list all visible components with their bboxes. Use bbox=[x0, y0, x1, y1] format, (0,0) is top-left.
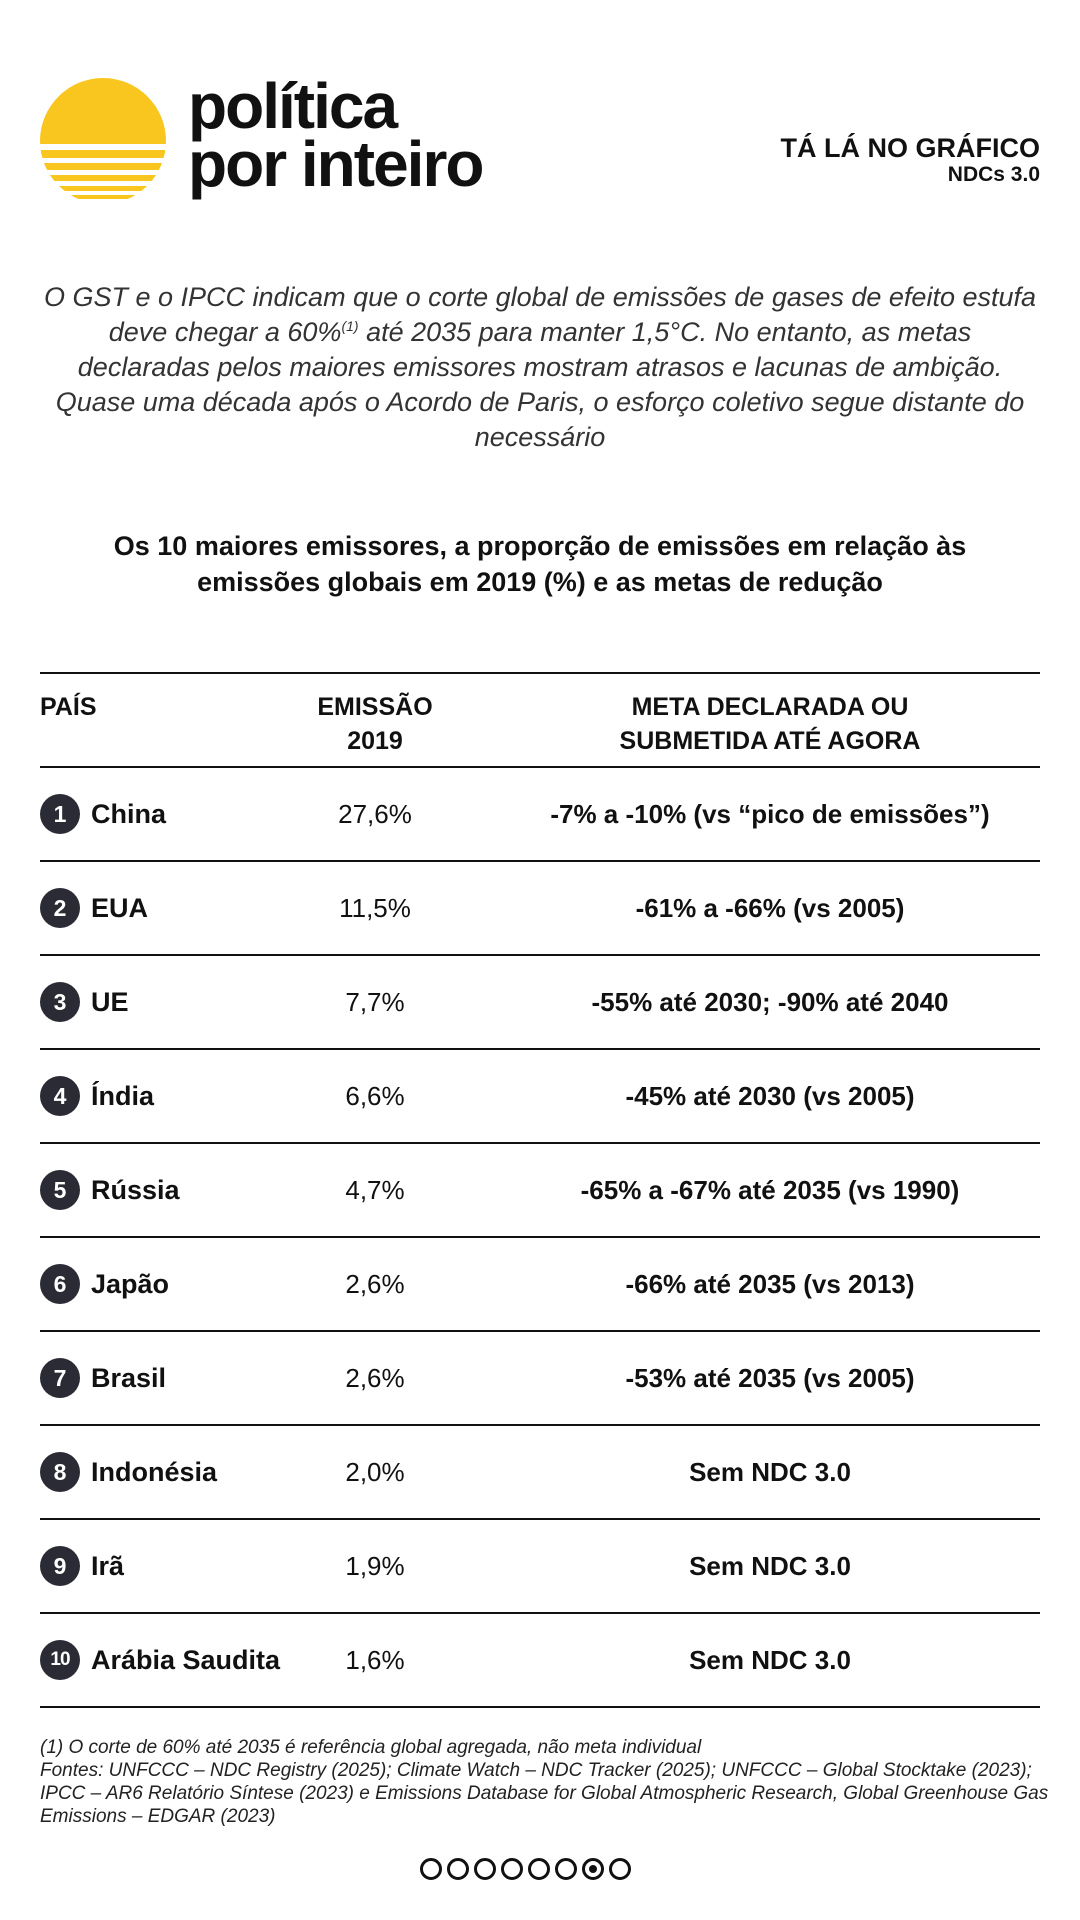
country-name: Irã bbox=[91, 1551, 125, 1581]
emission-share: 7,7% bbox=[345, 987, 405, 1017]
footnote-marker: (1) bbox=[341, 318, 359, 334]
emission-share: 2,6% bbox=[345, 1269, 405, 1299]
brand-line-2: por inteiro bbox=[188, 128, 484, 200]
table-row: 8 Indonésia 2,0% Sem NDC 3.0 bbox=[40, 1426, 1040, 1520]
country-name: Rússia bbox=[91, 1175, 180, 1205]
reduction-target: Sem NDC 3.0 bbox=[689, 1645, 851, 1675]
pagination-dot[interactable] bbox=[501, 1858, 523, 1880]
emission-share: 27,6% bbox=[338, 799, 412, 829]
intro-paragraph: O GST e o IPCC indicam que o corte globa… bbox=[40, 280, 1040, 455]
rank-badge: 6 bbox=[40, 1264, 80, 1304]
table-row: 6 Japão 2,6% -66% até 2035 (vs 2013) bbox=[40, 1238, 1040, 1332]
rank-badge: 4 bbox=[40, 1076, 80, 1116]
header-emission-line-2: 2019 bbox=[347, 727, 403, 755]
footnotes: (1) O corte de 60% até 2035 é referência… bbox=[40, 1736, 1050, 1828]
reduction-target: -65% a -67% até 2035 (vs 1990) bbox=[580, 1175, 960, 1205]
emission-share: 1,6% bbox=[345, 1645, 405, 1675]
intro-text-end: até 2035 para manter 1,5°C. No entanto, … bbox=[55, 317, 1025, 452]
header-target-line-2: SUBMETIDA ATÉ AGORA bbox=[619, 727, 921, 755]
pagination-dot[interactable] bbox=[528, 1858, 550, 1880]
reduction-target: -55% até 2030; -90% até 2040 bbox=[591, 987, 949, 1017]
table-row: 3 UE 7,7% -55% até 2030; -90% até 2040 bbox=[40, 956, 1040, 1050]
rank-badge: 3 bbox=[40, 982, 80, 1022]
header-target: META DECLARADA OU SUBMETIDA ATÉ AGORA bbox=[500, 690, 1040, 758]
table-row: 9 Irã 1,9% Sem NDC 3.0 bbox=[40, 1520, 1040, 1614]
pagination-dot[interactable] bbox=[474, 1858, 496, 1880]
reduction-target: -61% a -66% (vs 2005) bbox=[635, 893, 905, 923]
table-row: 5 Rússia 4,7% -65% a -67% até 2035 (vs 1… bbox=[40, 1144, 1040, 1238]
section-tag: TÁ LÁ NO GRÁFICO NDCs 3.0 bbox=[781, 133, 1040, 187]
emission-share: 2,6% bbox=[345, 1363, 405, 1393]
table-row: 7 Brasil 2,6% -53% até 2035 (vs 2005) bbox=[40, 1332, 1040, 1426]
emission-share: 6,6% bbox=[345, 1081, 405, 1111]
table-row: 1 China 27,6% -7% a -10% (vs “pico de em… bbox=[40, 768, 1040, 862]
emission-share: 2,0% bbox=[345, 1457, 405, 1487]
country-name: Brasil bbox=[91, 1363, 167, 1393]
header-country: PAÍS bbox=[40, 693, 97, 721]
header-emission-line-1: EMISSÃO bbox=[317, 693, 433, 721]
brand-line-1: política bbox=[188, 70, 398, 142]
emission-share: 11,5% bbox=[339, 893, 411, 923]
rank-badge: 1 bbox=[40, 794, 80, 834]
table-header: PAÍS EMISSÃO 2019 META DECLARADA OU SUBM… bbox=[40, 672, 1040, 768]
reduction-target: -45% até 2030 (vs 2005) bbox=[625, 1081, 915, 1111]
pagination-dot[interactable] bbox=[609, 1858, 631, 1880]
country-name: Índia bbox=[91, 1081, 155, 1111]
reduction-target: Sem NDC 3.0 bbox=[689, 1457, 851, 1487]
country-name: China bbox=[91, 799, 167, 829]
section-subtitle: NDCs 3.0 bbox=[947, 163, 1040, 186]
rank-badge: 9 bbox=[40, 1546, 80, 1586]
reduction-target: Sem NDC 3.0 bbox=[689, 1551, 851, 1581]
country-name: Indonésia bbox=[91, 1457, 218, 1487]
footnote-1: (1) O corte de 60% até 2035 é referência… bbox=[40, 1737, 702, 1758]
country-name: EUA bbox=[91, 893, 149, 923]
section-title: TÁ LÁ NO GRÁFICO bbox=[780, 133, 1040, 163]
pagination-dot[interactable] bbox=[555, 1858, 577, 1880]
rank-badge: 5 bbox=[40, 1170, 80, 1210]
reduction-target: -66% até 2035 (vs 2013) bbox=[625, 1269, 915, 1299]
brand-wordmark: política por inteiro bbox=[188, 70, 484, 200]
emitters-table: PAÍS EMISSÃO 2019 META DECLARADA OU SUBM… bbox=[40, 672, 1040, 1708]
emission-share: 4,7% bbox=[345, 1175, 405, 1205]
country-name: Arábia Saudita bbox=[91, 1645, 281, 1675]
reduction-target: -7% a -10% (vs “pico de emissões”) bbox=[550, 799, 990, 829]
sun-logo-icon bbox=[40, 78, 166, 199]
table-row: 4 Índia 6,6% -45% até 2030 (vs 2005) bbox=[40, 1050, 1040, 1144]
rank-badge: 2 bbox=[40, 888, 80, 928]
table-row: 10 Arábia Saudita 1,6% Sem NDC 3.0 bbox=[40, 1614, 1040, 1708]
header: política por inteiro TÁ LÁ NO GRÁFICO ND… bbox=[40, 70, 1040, 205]
rank-badge: 10 bbox=[40, 1640, 80, 1680]
table-row: 2 EUA 11,5% -61% a -66% (vs 2005) bbox=[40, 862, 1040, 956]
rank-badge: 7 bbox=[40, 1358, 80, 1398]
header-emission: EMISSÃO 2019 bbox=[275, 690, 475, 758]
pagination-dot[interactable] bbox=[447, 1858, 469, 1880]
header-target-line-1: META DECLARADA OU bbox=[631, 693, 909, 721]
country-name: Japão bbox=[91, 1269, 170, 1299]
table-title: Os 10 maiores emissores, a proporção de … bbox=[113, 531, 967, 597]
pagination-dot-active[interactable] bbox=[582, 1858, 604, 1880]
intro-text-start: O GST e o IPCC indicam que o corte globa… bbox=[43, 282, 1037, 347]
sources: Fontes: UNFCCC – NDC Registry (2025); Cl… bbox=[40, 1760, 1049, 1827]
carousel-pagination bbox=[420, 1858, 660, 1886]
country-name: UE bbox=[91, 987, 129, 1017]
rank-badge: 8 bbox=[40, 1452, 80, 1492]
pagination-dot[interactable] bbox=[420, 1858, 442, 1880]
reduction-target: -53% até 2035 (vs 2005) bbox=[625, 1363, 915, 1393]
emission-share: 1,9% bbox=[345, 1551, 405, 1581]
